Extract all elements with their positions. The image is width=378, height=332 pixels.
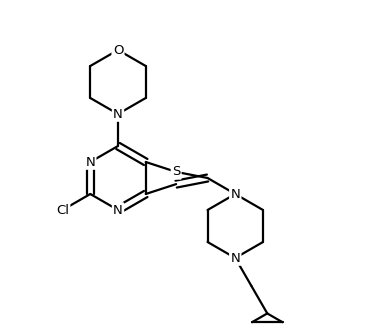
Text: N: N: [231, 188, 240, 201]
Text: Cl: Cl: [56, 204, 69, 216]
Text: N: N: [231, 252, 240, 265]
Text: N: N: [85, 155, 95, 169]
Text: S: S: [172, 165, 180, 178]
Text: N: N: [113, 204, 123, 216]
Text: O: O: [113, 43, 123, 56]
Text: N: N: [113, 108, 123, 121]
